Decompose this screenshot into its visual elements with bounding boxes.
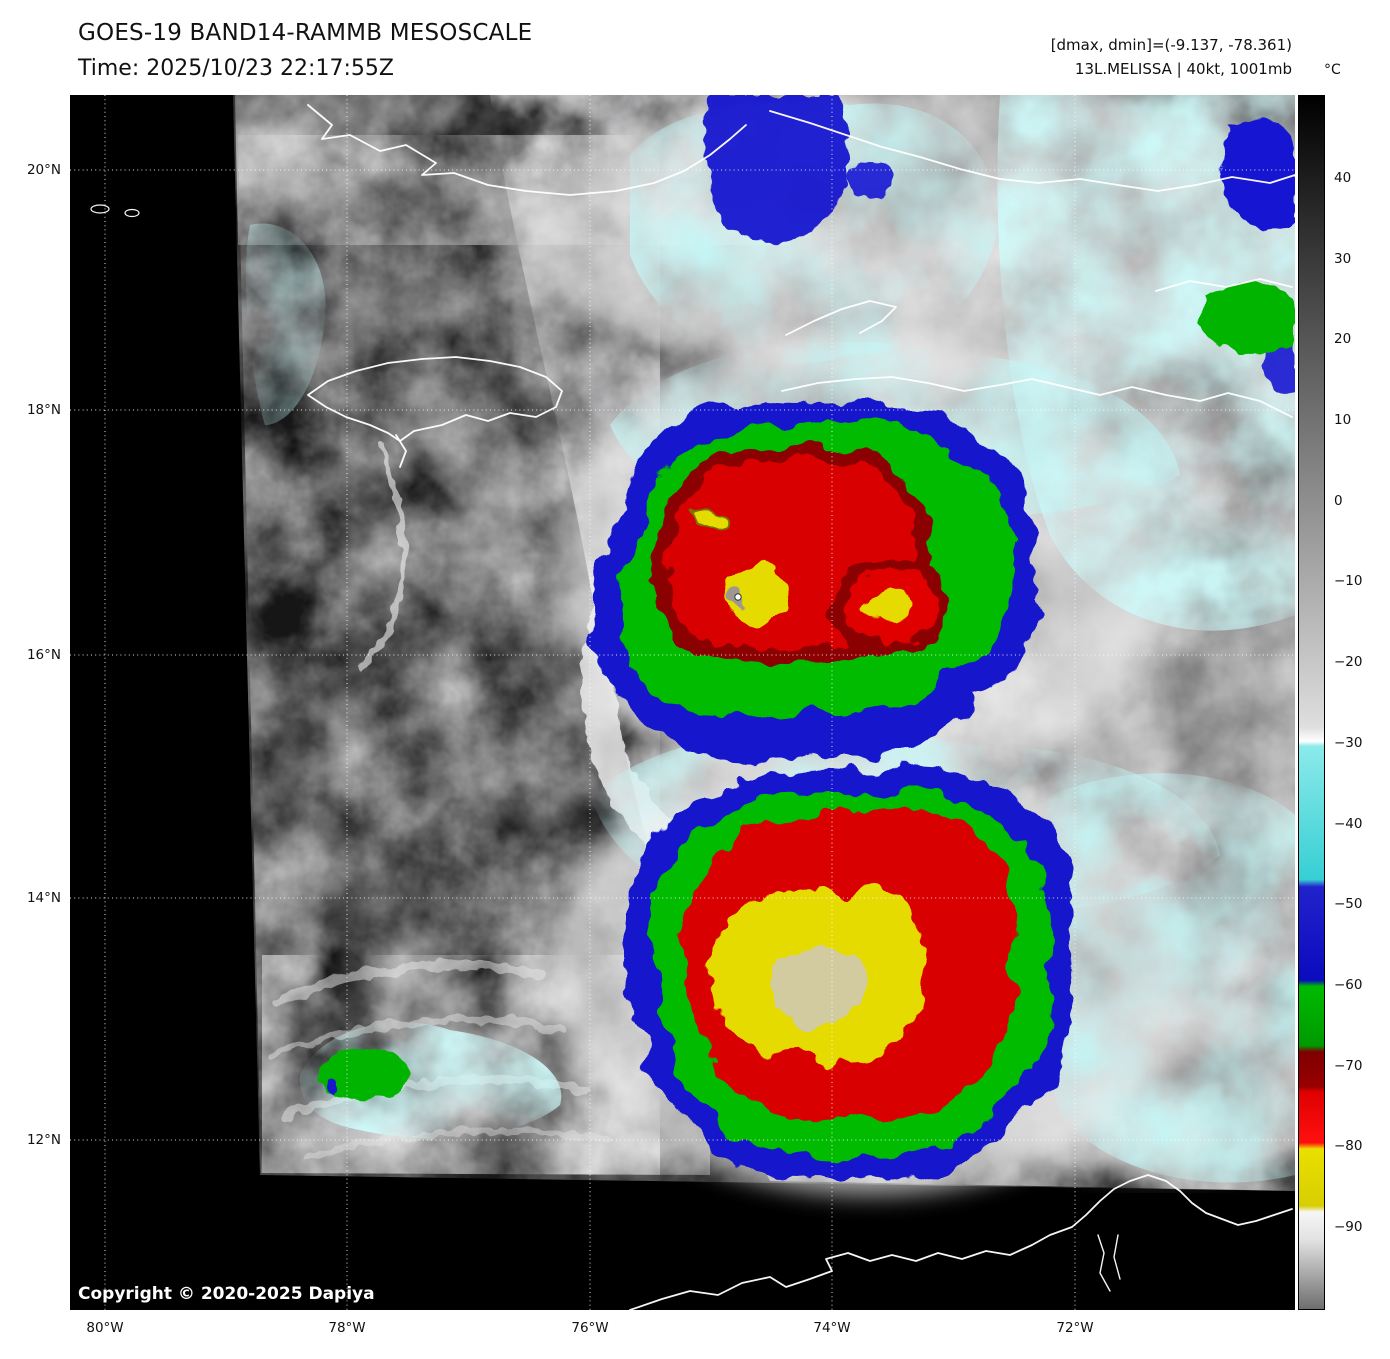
colorbar-tick-label: 20 bbox=[1334, 331, 1352, 348]
colorbar-tick-label: −20 bbox=[1334, 654, 1363, 671]
coastlines bbox=[90, 104, 1295, 1310]
maracaibo-inlet bbox=[1097, 1234, 1121, 1292]
colorbar bbox=[1298, 95, 1325, 1310]
jamaica-peninsula bbox=[395, 434, 407, 468]
colorbar-tick-label: −90 bbox=[1334, 1218, 1363, 1235]
hispaniola-north-coastline bbox=[1155, 278, 1293, 292]
colorbar-tick-label: −50 bbox=[1334, 896, 1363, 913]
storm-cell-southwest bbox=[318, 1048, 411, 1100]
colorbar-tick-label: 40 bbox=[1334, 170, 1352, 187]
storm-info-text: 13L.MELISSA | 40kt, 1001mb bbox=[1074, 60, 1292, 78]
lon-tick-label: 72°W bbox=[1056, 1320, 1094, 1336]
hispaniola-nw-coastline bbox=[785, 300, 897, 336]
lon-tick-label: 80°W bbox=[86, 1320, 124, 1336]
lat-tick-label: 20°N bbox=[26, 162, 61, 178]
jamaica-coastline bbox=[307, 356, 563, 442]
lat-tick-label: 14°N bbox=[26, 890, 61, 906]
lat-axis: 20°N 18°N 16°N 14°N 12°N bbox=[0, 0, 66, 1359]
lon-tick-label: 78°W bbox=[328, 1320, 366, 1336]
lon-tick-label: 76°W bbox=[571, 1320, 609, 1336]
colorbar-tick-label: −40 bbox=[1334, 815, 1363, 832]
colorbar-tick-label: −70 bbox=[1334, 1057, 1363, 1074]
colorbar-tick-label: 0 bbox=[1334, 492, 1343, 509]
satellite-map-svg bbox=[70, 95, 1295, 1310]
colorbar-gradient bbox=[1299, 96, 1324, 1309]
cayman-island-east bbox=[124, 208, 140, 218]
storm-center-marker bbox=[734, 593, 742, 601]
colorbar-unit-label: °C bbox=[1324, 62, 1341, 78]
timestamp-text: Time: 2025/10/23 22:17:55Z bbox=[78, 56, 394, 81]
satellite-image bbox=[70, 95, 1295, 1310]
cold-patches-blue-green bbox=[704, 95, 1295, 394]
colorbar-tick-label: −60 bbox=[1334, 976, 1363, 993]
hispaniola-south-coastline bbox=[781, 376, 1293, 418]
storm-core-upper bbox=[594, 397, 1039, 763]
page-title: GOES-19 BAND14-RAMMB MESOSCALE bbox=[78, 20, 533, 46]
storm-core-lower bbox=[622, 768, 1075, 1183]
dmax-dmin-text: [dmax, dmin]=(-9.137, -78.361) bbox=[1050, 36, 1292, 54]
colorbar-tick-label: 30 bbox=[1334, 250, 1352, 267]
cayman-island-west bbox=[90, 204, 110, 214]
cuba-east-coastline bbox=[769, 110, 1295, 192]
colorbar-tick-label: −10 bbox=[1334, 573, 1363, 590]
south-america-coastline bbox=[629, 1174, 1293, 1310]
latlon-grid bbox=[70, 95, 1295, 1310]
colorbar-tick-label: 10 bbox=[1334, 412, 1352, 429]
lat-tick-label: 18°N bbox=[26, 402, 61, 418]
lat-tick-label: 16°N bbox=[26, 647, 61, 663]
copyright-text: Copyright © 2020-2025 Dapiya bbox=[78, 1284, 375, 1304]
colorbar-tick-label: −30 bbox=[1334, 734, 1363, 751]
cuba-coastline bbox=[307, 104, 747, 196]
colorbar-tick-label: −80 bbox=[1334, 1138, 1363, 1155]
lat-tick-label: 12°N bbox=[26, 1132, 61, 1148]
colorbar-ticks: 40 30 20 10 0 −10 −20 −30 −40 −50 −60 −70 −80 −90 bbox=[1334, 95, 1388, 1310]
lon-tick-label: 74°W bbox=[813, 1320, 851, 1336]
